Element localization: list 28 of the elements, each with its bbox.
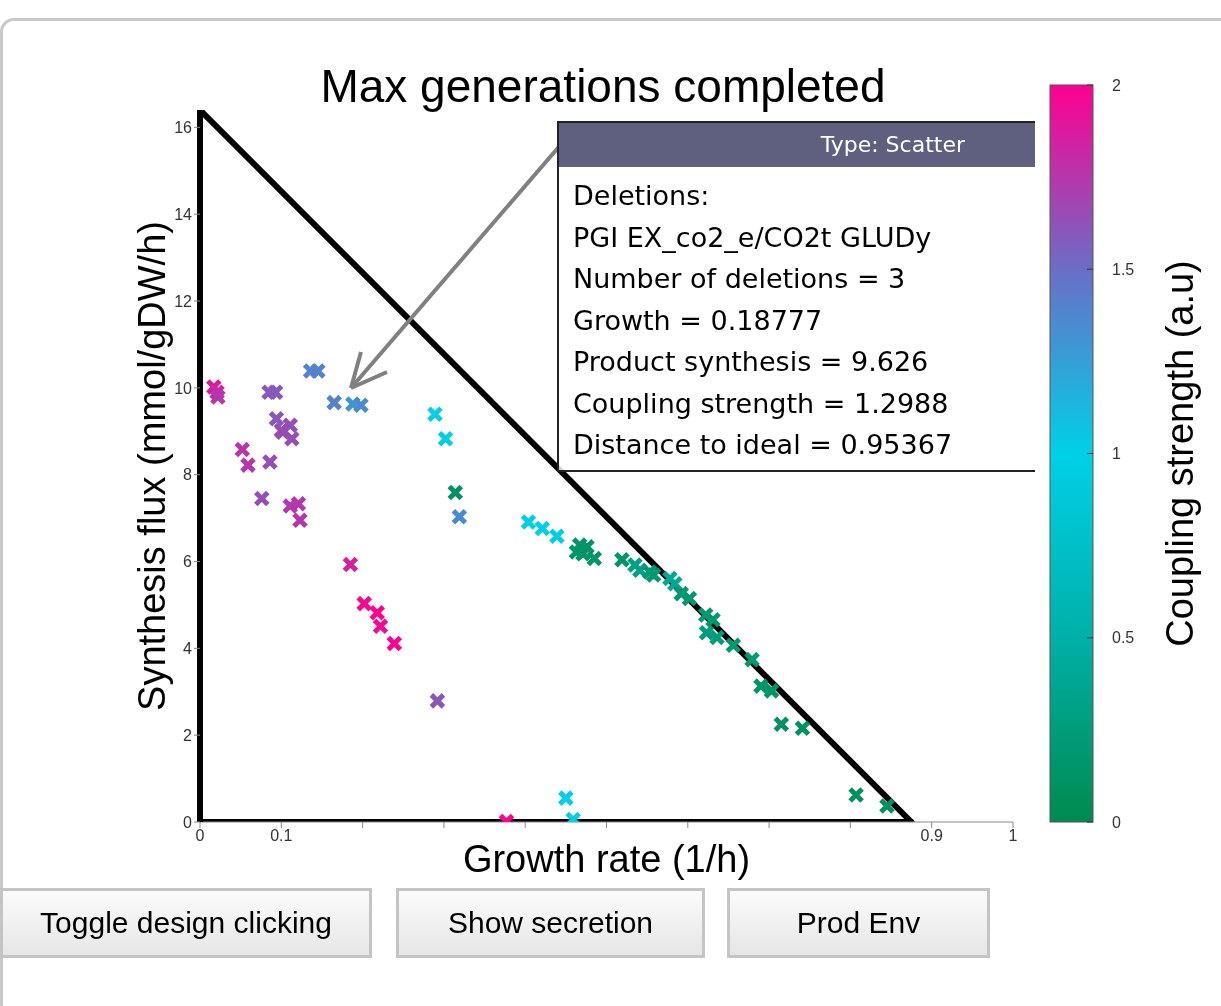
chart-title: Max generations completed xyxy=(319,59,887,114)
x-tick-label: 0.9 xyxy=(920,827,943,845)
y-tick-label: 0 xyxy=(183,813,193,831)
color-bar-label: 0 xyxy=(1112,813,1121,831)
x-axis-title: Growth rate (1/h) xyxy=(462,838,751,880)
text: Prod Env xyxy=(727,888,990,958)
color-bar-label: 2 xyxy=(1112,76,1121,94)
y-tick-label: 2 xyxy=(183,726,193,744)
color-bar-label: 1 xyxy=(1112,445,1121,462)
x-tick-label: 0 xyxy=(195,827,205,845)
text: Show secretion xyxy=(396,888,705,958)
color-bar-label: 1.5 xyxy=(1112,260,1135,278)
y-tick-label: 10 xyxy=(174,379,193,397)
info-box-header: Type: Scatter xyxy=(559,123,1035,167)
x-tick-label: 1 xyxy=(1008,827,1018,845)
y-tick-label: 14 xyxy=(174,205,193,223)
color-bar-title: Coupling strength (a.u) xyxy=(1159,260,1201,647)
y-axis-title: Synthesis flux (mmol/gDW/h) xyxy=(131,221,174,711)
color-bar-label: 0.5 xyxy=(1112,629,1135,647)
y-tick-label: 4 xyxy=(183,640,193,658)
y-tick-label: 16 xyxy=(174,119,193,137)
text: Toggle design clicking xyxy=(0,888,372,958)
y-tick-label: 8 xyxy=(183,466,193,484)
annotation: Deletions: PGI EX_co2_e/CO2t GLUDy Number of deletions = 3 Growth = 0.18777 Product synthesis = 9.626 Coupling strength = 1.2988 Distance to ideal = 0.95367 xyxy=(572,179,954,462)
y-tick-label: 12 xyxy=(174,292,193,310)
info-box: Type: Scatter Deletions: PGI EX_co2_e/CO2t GLUDy Number of deletions = 3 Growth = 0.18777 Product synthesis = 9.626 Coupling strength = 1.2988 Distance to ideal = 0.95367 xyxy=(557,121,1035,472)
y-tick-label: 6 xyxy=(183,553,193,571)
x-tick-label: 0.1 xyxy=(270,827,293,845)
